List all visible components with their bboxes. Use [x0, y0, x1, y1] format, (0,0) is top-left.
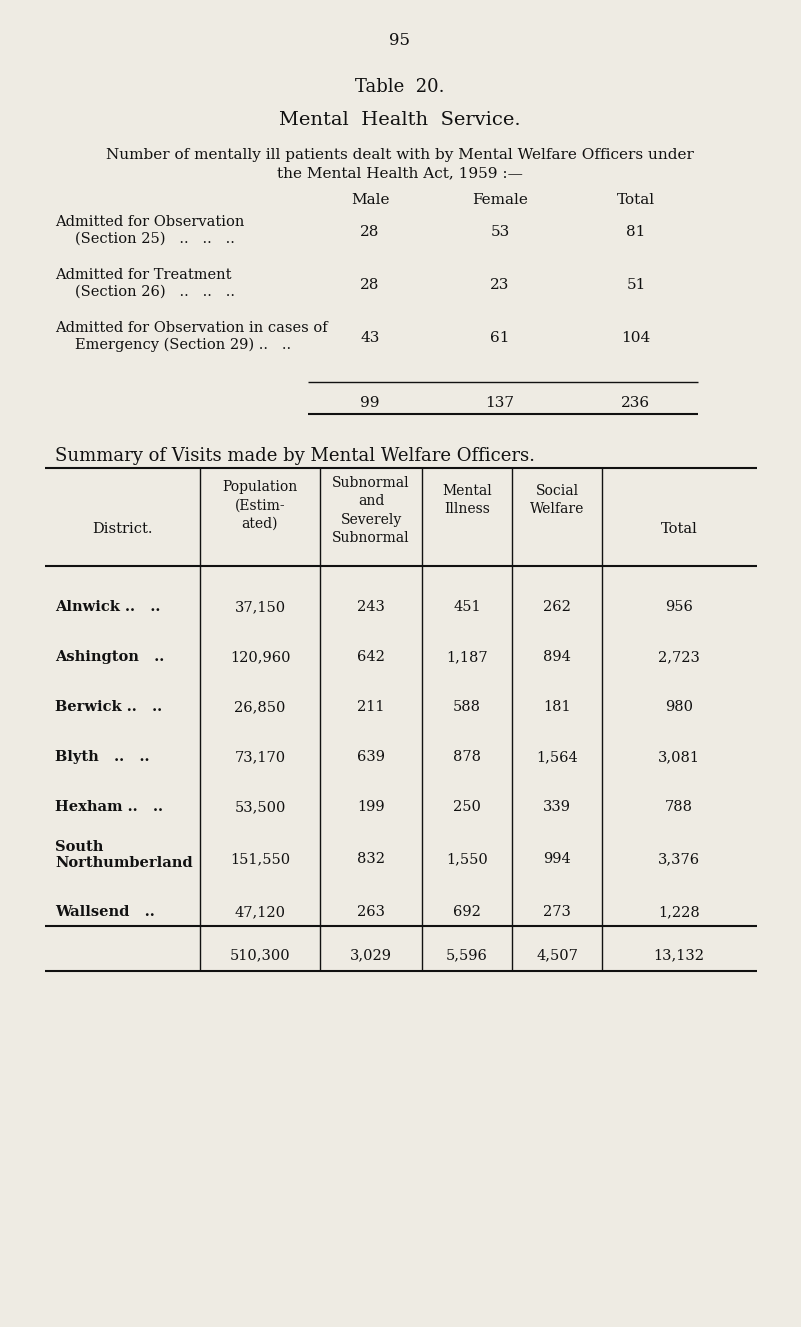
Text: 47,120: 47,120 [235, 905, 285, 920]
Text: 639: 639 [357, 750, 385, 764]
Text: 137: 137 [485, 395, 514, 410]
Text: Mental  Health  Service.: Mental Health Service. [280, 111, 521, 129]
Text: 53: 53 [490, 226, 509, 239]
Text: 99: 99 [360, 395, 380, 410]
Text: 4,507: 4,507 [536, 947, 578, 962]
Text: 263: 263 [357, 905, 385, 920]
Text: 151,550: 151,550 [230, 852, 290, 867]
Text: Total: Total [661, 522, 698, 536]
Text: 53,500: 53,500 [235, 800, 286, 813]
Text: Hexham ..   ..: Hexham .. .. [55, 800, 163, 813]
Text: 339: 339 [543, 800, 571, 813]
Text: 95: 95 [389, 32, 410, 49]
Text: 1,187: 1,187 [446, 650, 488, 664]
Text: 510,300: 510,300 [230, 947, 290, 962]
Text: 37,150: 37,150 [235, 600, 286, 614]
Text: 788: 788 [665, 800, 693, 813]
Text: 3,376: 3,376 [658, 852, 700, 867]
Text: Total: Total [617, 192, 655, 207]
Text: Table  20.: Table 20. [356, 78, 445, 96]
Text: Female: Female [472, 192, 528, 207]
Text: 104: 104 [622, 330, 650, 345]
Text: District.: District. [92, 522, 152, 536]
Text: Admitted for Treatment: Admitted for Treatment [55, 268, 231, 283]
Text: Population
(Estim-
ated): Population (Estim- ated) [223, 480, 298, 531]
Text: 1,550: 1,550 [446, 852, 488, 867]
Text: 51: 51 [626, 277, 646, 292]
Text: 588: 588 [453, 701, 481, 714]
Text: 1,564: 1,564 [536, 750, 578, 764]
Text: 181: 181 [543, 701, 571, 714]
Text: 980: 980 [665, 701, 693, 714]
Text: Subnormal
and
Severely
Subnormal: Subnormal and Severely Subnormal [332, 476, 410, 545]
Text: Admitted for Observation: Admitted for Observation [55, 215, 244, 230]
Text: 28: 28 [360, 277, 380, 292]
Text: Mental
Illness: Mental Illness [442, 484, 492, 516]
Text: Emergency (Section 29) ..   ..: Emergency (Section 29) .. .. [75, 338, 291, 353]
Text: 273: 273 [543, 905, 571, 920]
Text: Summary of Visits made by Mental Welfare Officers.: Summary of Visits made by Mental Welfare… [55, 447, 535, 464]
Text: Alnwick ..   ..: Alnwick .. .. [55, 600, 160, 614]
Text: (Section 25)   ..   ..   ..: (Section 25) .. .. .. [75, 232, 235, 245]
Text: 692: 692 [453, 905, 481, 920]
Text: 3,029: 3,029 [350, 947, 392, 962]
Text: 43: 43 [360, 330, 380, 345]
Text: 250: 250 [453, 800, 481, 813]
Text: Blyth   ..   ..: Blyth .. .. [55, 750, 150, 764]
Text: 956: 956 [665, 600, 693, 614]
Text: 894: 894 [543, 650, 571, 664]
Text: 243: 243 [357, 600, 385, 614]
Text: 262: 262 [543, 600, 571, 614]
Text: Ashington   ..: Ashington .. [55, 650, 164, 664]
Text: Social
Welfare: Social Welfare [529, 484, 584, 516]
Text: Northumberland: Northumberland [55, 856, 192, 871]
Text: 13,132: 13,132 [654, 947, 705, 962]
Text: 28: 28 [360, 226, 380, 239]
Text: 2,723: 2,723 [658, 650, 700, 664]
Text: the Mental Health Act, 1959 :—: the Mental Health Act, 1959 :— [277, 166, 523, 180]
Text: 199: 199 [357, 800, 384, 813]
Text: 3,081: 3,081 [658, 750, 700, 764]
Text: 211: 211 [357, 701, 384, 714]
Text: 120,960: 120,960 [230, 650, 290, 664]
Text: 23: 23 [490, 277, 509, 292]
Text: Number of mentally ill patients dealt with by Mental Welfare Officers under: Number of mentally ill patients dealt wi… [106, 149, 694, 162]
Text: South: South [55, 840, 103, 855]
Text: 832: 832 [357, 852, 385, 867]
Text: 1,228: 1,228 [658, 905, 700, 920]
Text: 73,170: 73,170 [235, 750, 286, 764]
Text: 878: 878 [453, 750, 481, 764]
Text: 451: 451 [453, 600, 481, 614]
Text: 642: 642 [357, 650, 385, 664]
Text: (Section 26)   ..   ..   ..: (Section 26) .. .. .. [75, 285, 235, 299]
Text: Berwick ..   ..: Berwick .. .. [55, 701, 162, 714]
Text: 5,596: 5,596 [446, 947, 488, 962]
Text: 81: 81 [626, 226, 646, 239]
Text: 26,850: 26,850 [235, 701, 286, 714]
Text: 236: 236 [622, 395, 650, 410]
Text: Admitted for Observation in cases of: Admitted for Observation in cases of [55, 321, 328, 334]
Text: 994: 994 [543, 852, 571, 867]
Text: 61: 61 [490, 330, 509, 345]
Text: Wallsend   ..: Wallsend .. [55, 905, 155, 920]
Text: Male: Male [351, 192, 389, 207]
